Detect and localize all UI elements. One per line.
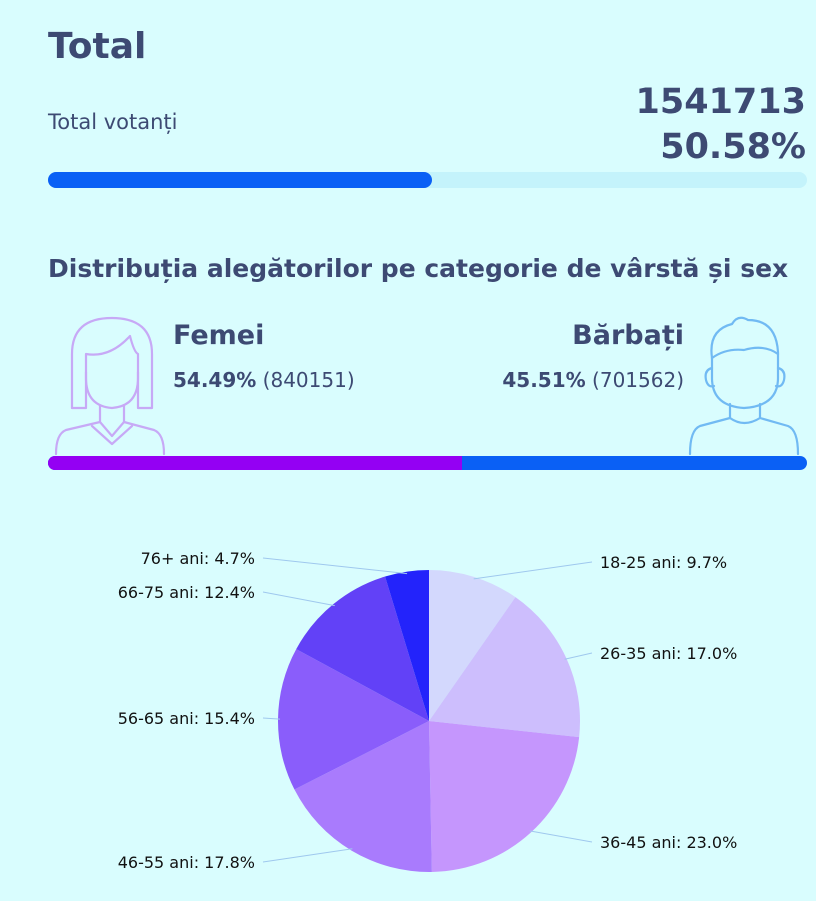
pie-leader-line [529,830,593,843]
pie-slice [429,597,580,738]
pie-slice-label: 18-25 ani: 9.7% [600,553,727,572]
woman-avatar-icon [54,316,166,456]
female-stat: 54.49% (840151) [173,368,355,392]
pie-leader-line [262,557,408,575]
pie-slice-label: 26-35 ani: 17.0% [600,644,737,663]
pie-slice [429,721,580,872]
pie-slice-label: 66-75 ani: 12.4% [118,583,255,602]
total-voters-count: 1541713 [635,82,806,122]
female-count: (840151) [262,368,355,392]
pie-slice-label: 56-65 ani: 15.4% [118,709,255,728]
pie-slice-label: 76+ ani: 4.7% [141,549,255,568]
section-subtitle: Distribuția alegătorilor pe categorie de… [48,254,789,283]
male-percent: 45.51% [502,368,586,392]
male-stat: 45.51% (701562) [502,368,684,392]
turnout-progress-fill [48,172,432,188]
pie-slice-label: 46-55 ani: 17.8% [118,853,255,872]
pie-leader-line [564,652,593,660]
female-label: Femei [173,320,265,351]
pie-leader-line [262,591,335,607]
total-voters-label: Total votanți [48,110,178,134]
page-title: Total [48,26,147,67]
gender-split-female [48,456,462,470]
pie-slice [294,721,432,872]
male-count: (701562) [592,368,684,392]
pie-leader-line [473,561,593,580]
turnout-progress-bar [48,172,807,188]
pie-slice-label: 36-45 ani: 23.0% [600,833,737,852]
pie-slice [296,576,429,721]
pie-leader-line [262,717,281,720]
man-avatar-icon [688,316,800,456]
gender-split-bar [48,456,807,470]
age-pie-chart: 18-25 ani: 9.7% 26-35 ani: 17.0% 36-45 ani… [118,549,737,872]
female-percent: 54.49% [173,368,257,392]
pie-slice [385,570,429,721]
pie-slice [429,570,516,721]
male-label: Bărbați [572,320,684,351]
total-voters-figures: 1541713 50.58% [636,80,806,170]
total-voters-percent: 50.58% [660,127,806,167]
pie-leader-line [262,848,353,863]
pie-slice [277,649,429,790]
